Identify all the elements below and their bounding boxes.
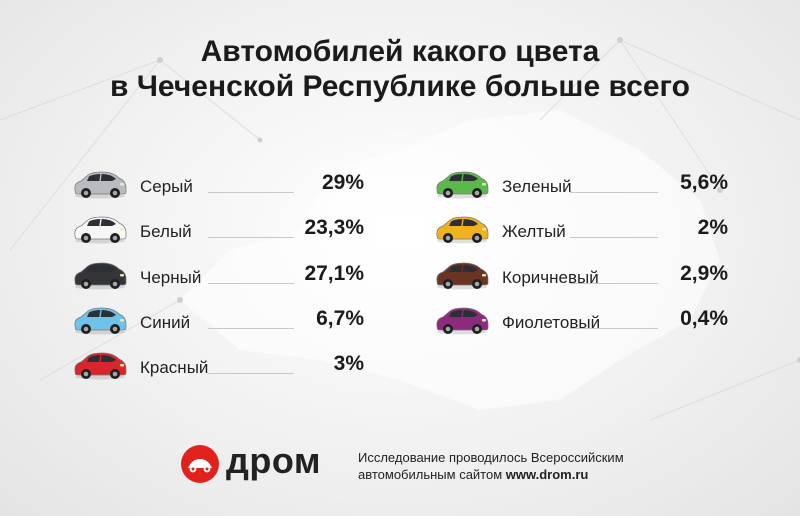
color-label: Красный (140, 358, 209, 377)
color-value: 0,4% (680, 307, 728, 330)
color-label: Белый (140, 222, 192, 241)
footer-note-prefix: автомобильным сайтом (358, 467, 506, 482)
row-divider (570, 283, 658, 284)
color-value: 5,6% (680, 171, 728, 194)
footer-site-link[interactable]: www.drom.ru (505, 467, 589, 482)
footer-note-line-2: автомобильным сайтом www.drom.ru (358, 466, 624, 483)
color-row: Белый 23,3% (72, 211, 364, 247)
network-lines (0, 39, 800, 421)
footer-note-line-1: Исследование проводилось Всероссийским (358, 450, 624, 465)
color-label: Зеленый (502, 177, 572, 196)
chart-title: Автомобилей какого цвета в Чеченской Рес… (0, 34, 800, 104)
color-value: 2,9% (680, 262, 728, 285)
color-value: 6,7% (316, 307, 364, 330)
color-value: 23,3% (304, 216, 364, 239)
network-nodes (157, 37, 800, 363)
color-row: Коричневый 2,9% (434, 257, 728, 293)
car-icon (74, 352, 127, 380)
row-divider (208, 283, 294, 284)
color-label: Коричневый (502, 268, 599, 287)
color-row: Фиолетовый 0,4% (434, 302, 728, 338)
color-value: 27,1% (304, 262, 364, 285)
title-line-1: Автомобилей какого цвета (200, 35, 600, 68)
footer-note: Исследование проводилось Всероссийским а… (358, 449, 624, 483)
row-divider (570, 328, 658, 329)
color-row: Зеленый 5,6% (434, 166, 728, 202)
color-label: Серый (140, 177, 193, 196)
car-icon (74, 307, 127, 335)
row-divider (570, 237, 658, 238)
row-divider (208, 192, 294, 193)
color-row: Черный 27,1% (72, 257, 364, 293)
color-label: Черный (140, 268, 202, 287)
logo-text: дром (226, 440, 321, 481)
car-icon (74, 216, 127, 244)
color-label: Желтый (502, 222, 566, 241)
color-value: 2% (697, 216, 728, 239)
car-icon (436, 216, 489, 244)
color-row: Синий 6,7% (72, 302, 364, 338)
row-divider (208, 237, 294, 238)
color-row: Красный 3% (72, 347, 364, 383)
color-row: Серый 29% (72, 166, 364, 202)
color-value: 29% (321, 171, 364, 194)
drom-logo-icon (181, 445, 219, 483)
car-icon (436, 171, 489, 199)
car-icon (436, 307, 489, 335)
color-value: 3% (333, 352, 364, 375)
color-label: Фиолетовый (502, 313, 601, 332)
row-divider (208, 328, 294, 329)
row-divider (208, 373, 294, 374)
color-row: Желтый 2% (434, 211, 728, 247)
map-silhouette (180, 110, 720, 410)
color-label: Синий (140, 313, 191, 332)
car-icon (74, 171, 127, 199)
car-icon (74, 262, 127, 290)
title-line-2: в Чеченской Республике больше всего (110, 70, 690, 103)
car-icon (436, 262, 489, 290)
row-divider (570, 192, 658, 193)
